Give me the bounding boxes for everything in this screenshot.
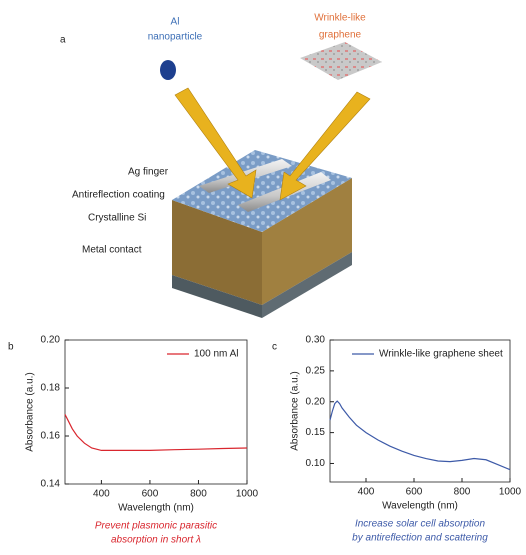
y-tick-label: 0.18 <box>41 383 61 394</box>
x-tick-label: 600 <box>406 487 423 498</box>
metal-contact <box>172 275 262 318</box>
block-side <box>262 178 352 305</box>
x-axis-label: Wavelength (nm) <box>382 501 458 512</box>
caption: by antireflection and scattering <box>352 533 488 544</box>
legend-label: 100 nm Al <box>194 349 238 360</box>
nanoparticle-label: nanoparticle <box>148 32 203 43</box>
x-tick-label: 800 <box>190 489 207 500</box>
x-axis-label: Wavelength (nm) <box>118 503 194 514</box>
data-line <box>64 414 248 451</box>
plot-frame <box>329 339 511 483</box>
y-tick-label: 0.30 <box>306 335 326 346</box>
plot-frame <box>64 339 248 485</box>
nanoparticle <box>160 60 176 80</box>
caption: Increase solar cell absorption <box>355 519 486 530</box>
x-tick-label: 400 <box>93 489 110 500</box>
y-tick-label: 0.10 <box>306 458 326 469</box>
layer-label: Crystalline Si <box>88 213 146 224</box>
y-axis-label: Absorbance (a.u.) <box>25 372 36 452</box>
graphene-label: graphene <box>319 30 362 41</box>
arrow <box>174 87 257 199</box>
nanoparticle-label: Al <box>171 17 180 28</box>
metal-contact <box>262 252 352 318</box>
layer-label: Ag finger <box>128 167 169 178</box>
panel-label: a <box>60 35 66 46</box>
graphene-sheet <box>300 42 382 80</box>
y-tick-label: 0.15 <box>306 427 326 438</box>
graphene-label: Wrinkle-like <box>314 13 366 24</box>
y-axis-label: Absorbance (a.u.) <box>290 371 301 451</box>
x-tick-label: 1000 <box>236 489 259 500</box>
x-tick-label: 600 <box>142 489 159 500</box>
y-tick-label: 0.14 <box>41 479 61 490</box>
legend-label: Wrinkle-like graphene sheet <box>379 349 503 360</box>
y-tick-label: 0.20 <box>306 396 326 407</box>
caption: absorption in short λ <box>111 535 201 546</box>
top-surface <box>172 150 352 232</box>
arrow <box>279 91 371 201</box>
layer-label: Metal contact <box>82 245 142 256</box>
layer-label: Antireflection coating <box>72 190 165 201</box>
panel-label: c <box>272 342 277 353</box>
y-tick-label: 0.25 <box>306 366 326 377</box>
data-line <box>329 400 511 471</box>
y-tick-label: 0.20 <box>41 335 61 346</box>
x-tick-label: 400 <box>358 487 375 498</box>
x-tick-label: 800 <box>454 487 471 498</box>
x-tick-label: 1000 <box>499 487 522 498</box>
caption: Prevent plasmonic parasitic <box>95 521 217 532</box>
y-tick-label: 0.16 <box>41 431 61 442</box>
block-side <box>172 200 262 305</box>
panel-label: b <box>8 342 14 353</box>
